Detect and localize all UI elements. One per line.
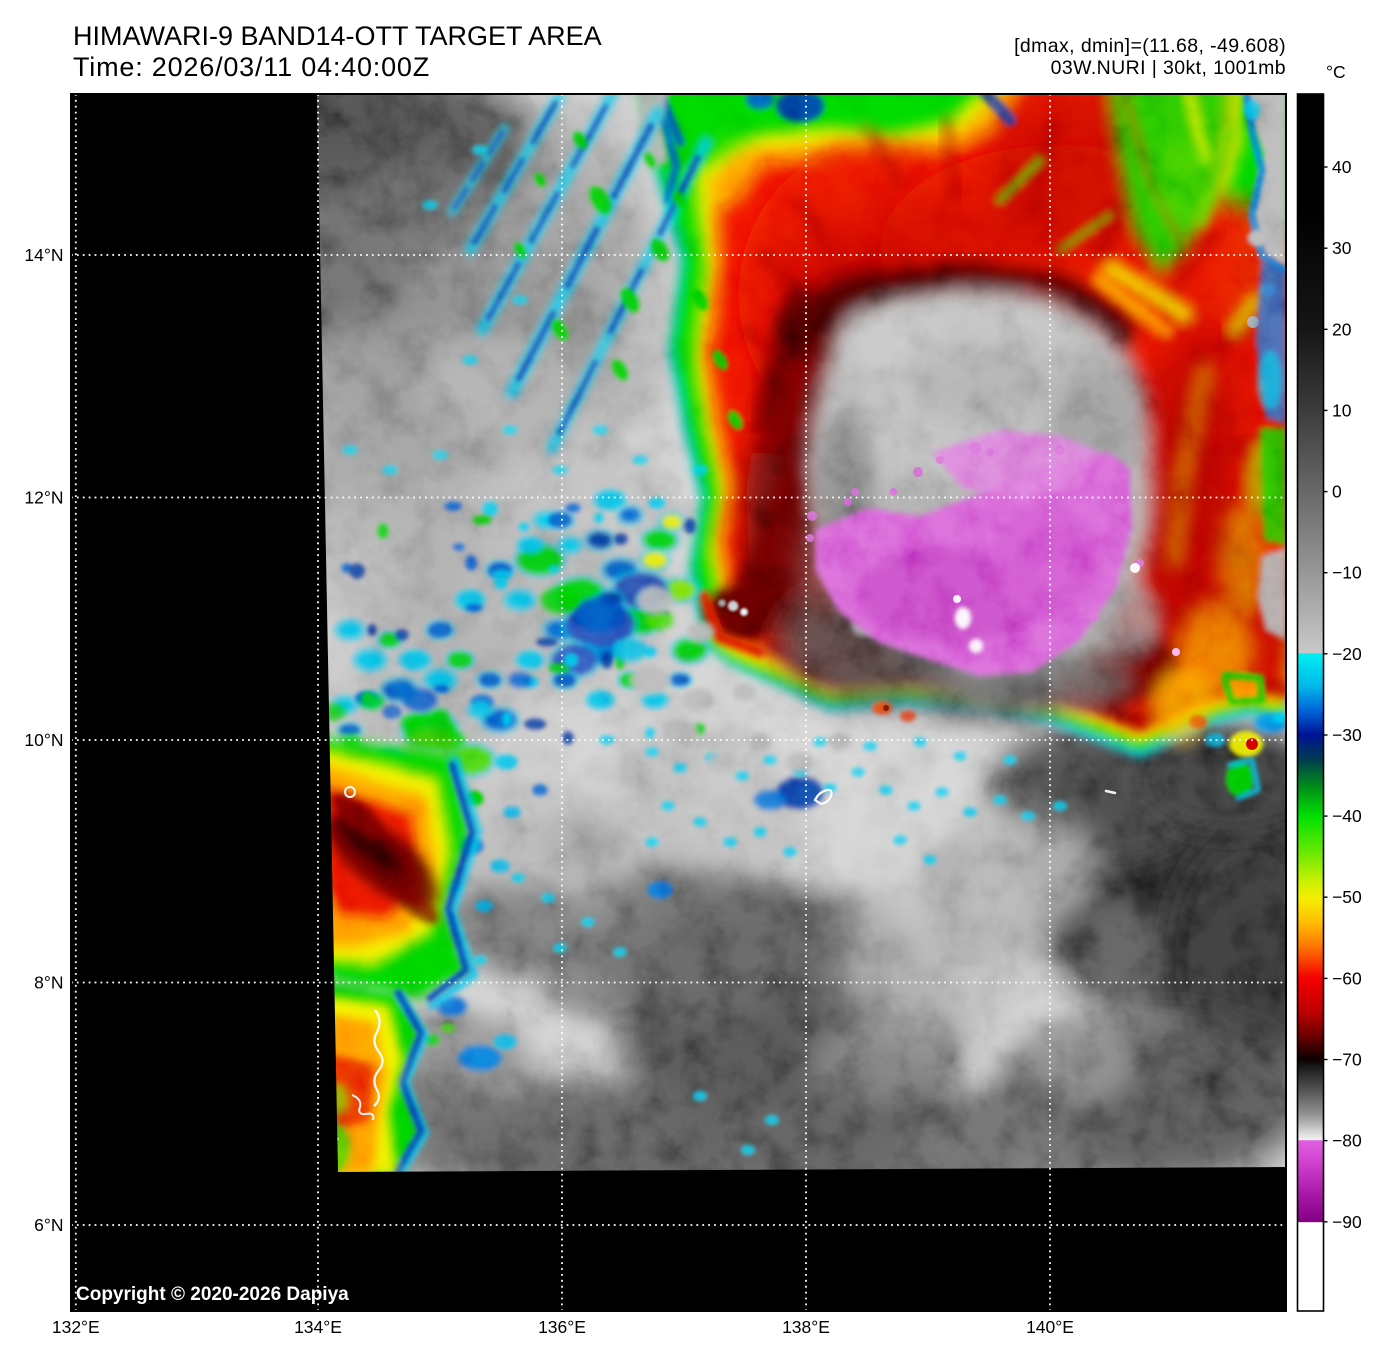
svg-text:20: 20 <box>1332 319 1352 339</box>
svg-text:40: 40 <box>1332 157 1352 177</box>
svg-text:−30: −30 <box>1332 725 1362 745</box>
svg-text:0: 0 <box>1332 482 1342 502</box>
svg-text:8°N: 8°N <box>34 973 63 993</box>
svg-text:−60: −60 <box>1332 968 1362 988</box>
svg-text:−10: −10 <box>1332 563 1362 583</box>
svg-text:136°E: 136°E <box>538 1317 586 1337</box>
svg-text:Time: 2026/03/11 04:40:00Z: Time: 2026/03/11 04:40:00Z <box>73 52 430 82</box>
svg-text:10: 10 <box>1332 400 1352 420</box>
svg-text:12°N: 12°N <box>24 488 63 508</box>
svg-text:−80: −80 <box>1332 1131 1362 1151</box>
svg-text:[dmax, dmin]=(11.68, -49.608): [dmax, dmin]=(11.68, -49.608) <box>1014 35 1286 57</box>
svg-text:6°N: 6°N <box>34 1215 63 1235</box>
svg-text:−70: −70 <box>1332 1050 1362 1070</box>
svg-text:138°E: 138°E <box>782 1317 830 1337</box>
svg-text:03W.NURI | 30kt, 1001mb: 03W.NURI | 30kt, 1001mb <box>1051 57 1286 79</box>
svg-text:−90: −90 <box>1332 1212 1362 1232</box>
svg-text:134°E: 134°E <box>294 1317 342 1337</box>
svg-text:−40: −40 <box>1332 806 1362 826</box>
svg-text:°C: °C <box>1326 62 1346 82</box>
svg-text:HIMAWARI-9 BAND14-OTT TARGET A: HIMAWARI-9 BAND14-OTT TARGET AREA <box>73 21 602 51</box>
svg-text:−50: −50 <box>1332 887 1362 907</box>
svg-text:140°E: 140°E <box>1026 1317 1074 1337</box>
svg-text:132°E: 132°E <box>52 1317 100 1337</box>
svg-text:30: 30 <box>1332 238 1352 258</box>
svg-text:10°N: 10°N <box>24 730 63 750</box>
svg-text:14°N: 14°N <box>24 245 63 265</box>
svg-text:Copyright © 2020-2026 Dapiya: Copyright © 2020-2026 Dapiya <box>76 1284 349 1305</box>
svg-text:−20: −20 <box>1332 644 1362 664</box>
